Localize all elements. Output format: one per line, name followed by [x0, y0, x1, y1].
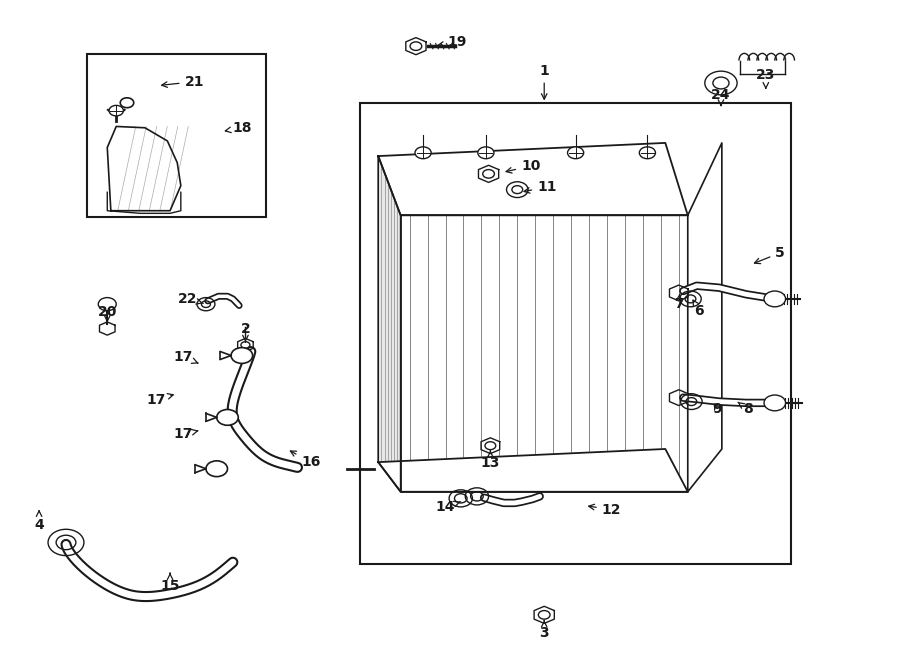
Text: 16: 16: [291, 451, 320, 469]
Text: 9: 9: [713, 403, 722, 416]
Circle shape: [109, 105, 123, 116]
Circle shape: [98, 297, 116, 311]
Text: 19: 19: [438, 35, 467, 49]
Text: 23: 23: [756, 68, 776, 88]
Text: 11: 11: [524, 180, 556, 194]
Circle shape: [231, 348, 253, 364]
Text: 4: 4: [34, 511, 44, 531]
Text: 17: 17: [173, 428, 198, 442]
Text: 17: 17: [173, 350, 198, 364]
Polygon shape: [378, 449, 688, 492]
Text: 18: 18: [225, 121, 252, 135]
Text: 6: 6: [693, 300, 704, 318]
Bar: [360, 103, 791, 564]
Text: 15: 15: [160, 573, 180, 593]
Text: 7: 7: [674, 294, 684, 311]
Text: 3: 3: [539, 621, 549, 641]
Text: 21: 21: [162, 75, 204, 89]
Circle shape: [764, 291, 786, 307]
Polygon shape: [378, 156, 400, 492]
Text: 8: 8: [738, 402, 752, 416]
Text: 13: 13: [481, 451, 500, 471]
Text: 1: 1: [539, 63, 549, 99]
Text: 20: 20: [97, 305, 117, 322]
Circle shape: [639, 147, 655, 159]
Circle shape: [764, 395, 786, 410]
Text: 12: 12: [589, 502, 621, 516]
Polygon shape: [688, 143, 722, 492]
Bar: [86, 54, 266, 217]
Circle shape: [415, 147, 431, 159]
Text: 10: 10: [506, 159, 540, 173]
Text: 14: 14: [436, 500, 461, 514]
Circle shape: [217, 409, 239, 425]
Circle shape: [478, 147, 494, 159]
Circle shape: [568, 147, 584, 159]
Text: 2: 2: [240, 322, 250, 342]
Text: 17: 17: [146, 393, 173, 407]
Polygon shape: [400, 215, 688, 492]
Text: 24: 24: [711, 88, 731, 105]
Polygon shape: [378, 143, 688, 215]
Text: 22: 22: [178, 292, 203, 306]
Circle shape: [206, 461, 228, 477]
Text: 5: 5: [754, 246, 785, 264]
Polygon shape: [107, 126, 181, 211]
